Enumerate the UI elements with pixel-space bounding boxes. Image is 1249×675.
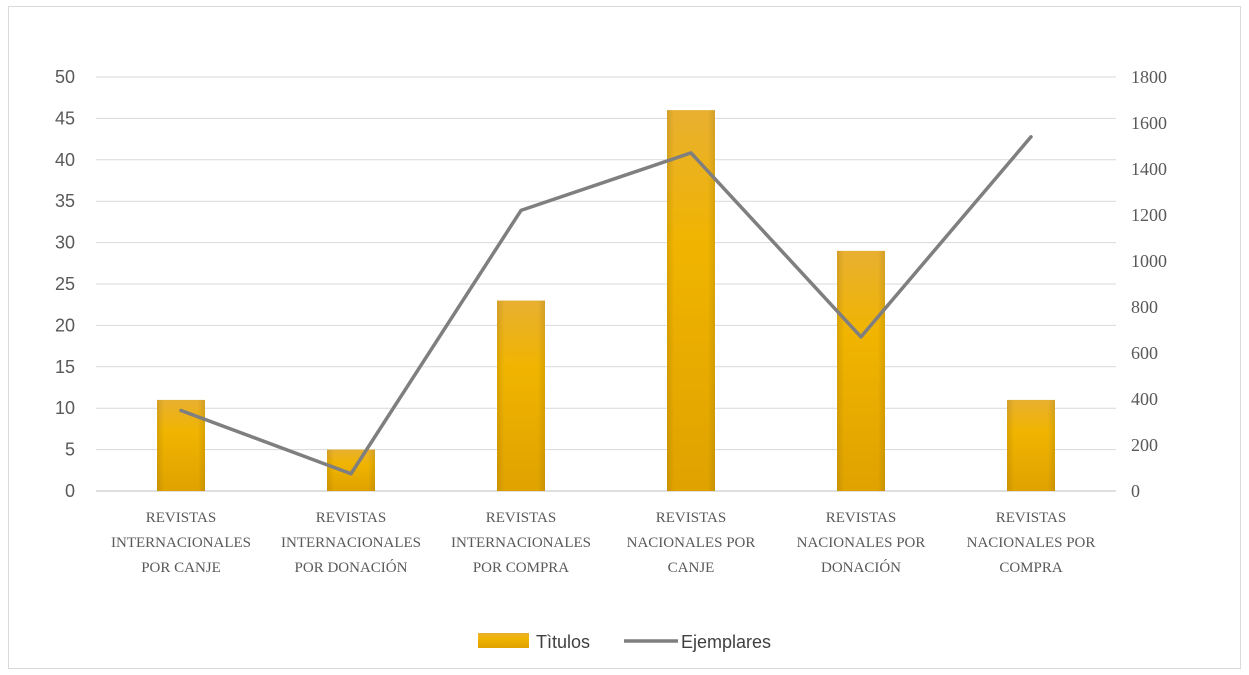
left-tick-label: 0 <box>65 481 75 501</box>
category-label: POR CANJE <box>141 560 221 576</box>
left-axis: 0 5 10 15 20 25 30 35 40 45 50 <box>55 67 75 501</box>
right-tick-label: 1800 <box>1131 67 1167 87</box>
bar-shade <box>837 250 885 491</box>
category-label: DONACIÓN <box>821 559 901 576</box>
line-series-ejemplares <box>179 135 1033 476</box>
left-tick-label: 20 <box>55 315 75 335</box>
category-label: REVISTAS <box>146 510 216 526</box>
category-label: INTERNACIONALES <box>451 535 591 551</box>
left-tick-label: 30 <box>55 233 75 253</box>
bar-shade <box>497 300 545 491</box>
category-label: REVISTAS <box>316 510 386 526</box>
left-tick-label: 35 <box>55 191 75 211</box>
category-label: POR COMPRA <box>473 560 569 576</box>
right-tick-label: 0 <box>1131 481 1140 501</box>
bar-shade <box>667 110 715 492</box>
legend-label-ejemplares: Ejemplares <box>681 632 771 652</box>
category-label: REVISTAS <box>826 510 896 526</box>
right-tick-label: 1400 <box>1131 159 1167 179</box>
right-tick-label: 1200 <box>1131 205 1167 225</box>
category-label: NACIONALES POR <box>627 535 756 551</box>
right-tick-label: 600 <box>1131 343 1158 363</box>
legend-label-titulos: Tìtulos <box>536 632 590 652</box>
left-tick-label: 40 <box>55 150 75 170</box>
left-tick-label: 5 <box>65 440 75 460</box>
x-axis: REVISTAS INTERNACIONALES POR CANJE REVISTAS… <box>111 510 1095 576</box>
right-tick-label: 1600 <box>1131 113 1167 133</box>
category-label: REVISTAS <box>486 510 556 526</box>
category-label: NACIONALES POR <box>797 535 926 551</box>
gridlines <box>96 76 1116 492</box>
right-tick-label: 1000 <box>1131 251 1167 271</box>
category-label: POR DONACIÓN <box>295 559 408 576</box>
bar-shade <box>1007 399 1055 491</box>
category-label: INTERNACIONALES <box>111 535 251 551</box>
right-tick-label: 400 <box>1131 389 1158 409</box>
right-tick-label: 800 <box>1131 297 1158 317</box>
category-label: REVISTAS <box>996 510 1066 526</box>
chart-frame <box>8 6 1241 669</box>
category-label: REVISTAS <box>656 510 726 526</box>
left-tick-label: 10 <box>55 398 75 418</box>
left-tick-label: 25 <box>55 274 75 294</box>
right-tick-label: 200 <box>1131 435 1158 455</box>
category-label: INTERNACIONALES <box>281 535 421 551</box>
category-label: CANJE <box>668 560 715 576</box>
left-tick-label: 15 <box>55 357 75 377</box>
bar-series-titulos <box>157 110 1055 492</box>
legend-swatch-titulos <box>478 633 529 648</box>
bar-shade <box>327 449 375 491</box>
right-axis: 0 200 400 600 800 1000 1200 1400 1600 1800 <box>1131 67 1167 501</box>
category-label: NACIONALES POR <box>967 535 1096 551</box>
category-label: COMPRA <box>999 560 1063 576</box>
left-tick-label: 45 <box>55 108 75 128</box>
bar-shade <box>157 399 205 491</box>
left-tick-label: 50 <box>55 67 75 87</box>
series-line <box>179 135 1033 476</box>
legend: Tìtulos Ejemplares <box>478 632 771 652</box>
